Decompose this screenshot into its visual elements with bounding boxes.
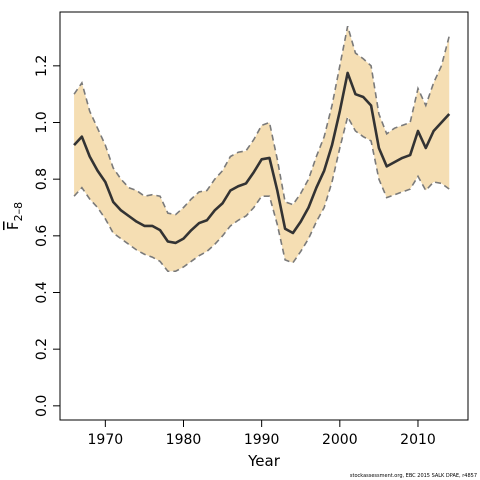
x-tick-label: 2010 [400, 432, 436, 448]
x-tick-label: 1970 [88, 432, 124, 448]
y-tick-label: 1.0 [34, 111, 50, 133]
svg-text:F2–8: F2–8 [4, 202, 25, 230]
y-axis-title-main: F [4, 221, 22, 230]
upper-bound-line [73, 25, 451, 216]
confidence-band [74, 26, 450, 272]
lower-bound-line [73, 114, 450, 273]
estimate-line [73, 71, 451, 245]
footer-note: stockassessment.org, EBC 2015 SALK DPAE,… [350, 473, 477, 479]
y-axis: 0.0 0.2 0.4 0.6 0.8 1.0 1.2 [34, 55, 60, 417]
confidence-band-layer [74, 26, 450, 272]
x-axis-title: Year [247, 452, 281, 470]
y-axis-title: F2–8 [4, 202, 25, 230]
y-tick-label: 0.2 [34, 338, 50, 360]
x-tick-label: 1980 [166, 432, 202, 448]
y-axis-title-subscript: 2–8 [12, 202, 25, 222]
y-tick-label: 0.8 [34, 168, 50, 190]
plot-frame [59, 11, 469, 421]
x-tick-label: 2000 [322, 432, 358, 448]
y-tick-label: 0.0 [34, 395, 50, 417]
y-tick-label: 0.6 [34, 225, 50, 247]
y-tick-label: 0.4 [34, 281, 50, 303]
x-tick-label: 1990 [244, 432, 280, 448]
y-tick-label: 1.2 [34, 55, 50, 77]
line-layer [73, 25, 451, 273]
x-axis: 1970 1980 1990 2000 2010 [88, 420, 436, 448]
